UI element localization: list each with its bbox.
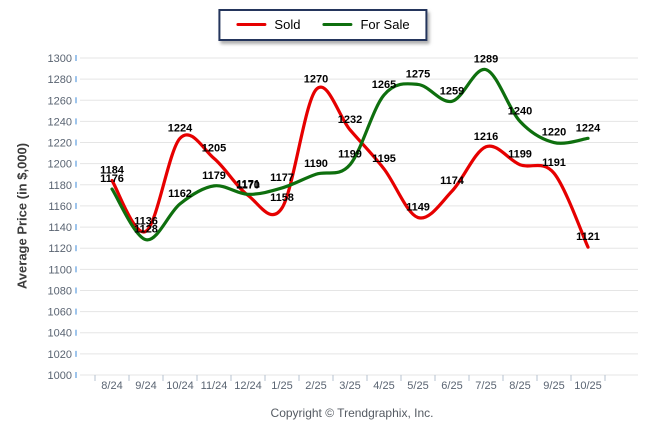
for-sale-data-label: 1177 (270, 172, 294, 184)
x-tick-label: 4/25 (373, 380, 394, 392)
sold-data-label: 1191 (542, 157, 566, 169)
for-sale-data-label: 1171 (236, 178, 260, 190)
sold-data-label: 1174 (440, 175, 465, 187)
sold-data-label: 1195 (372, 153, 396, 165)
y-tick-label: 1260 (48, 95, 72, 107)
for-sale-data-label: 1128 (134, 224, 158, 236)
x-tick-label: 8/25 (509, 380, 530, 392)
x-tick-label: 3/25 (339, 380, 360, 392)
for-sale-data-label: 1179 (202, 170, 226, 182)
x-tick-label: 1/25 (271, 380, 292, 392)
for-sale-series-line (110, 68, 590, 242)
for-sale-data-label: 1275 (406, 68, 430, 80)
sold-data-label: 1170 (236, 179, 260, 191)
sold-data-label: 1136 (134, 215, 158, 227)
legend-label-sold: Sold (274, 17, 301, 32)
for-sale-data-label: 1224 (576, 122, 601, 134)
sold-data-label: 1232 (338, 114, 362, 126)
y-tick-label: 1020 (48, 349, 72, 361)
sold-data-label: 1205 (202, 142, 226, 154)
y-tick-label: 1160 (48, 201, 72, 213)
for-sale-data-label: 1199 (338, 149, 362, 161)
for-sale-data-label: 1265 (372, 79, 396, 91)
y-tick-label: 1100 (48, 264, 72, 276)
x-tick-label: 10/24 (166, 380, 194, 392)
x-tick-label: 7/25 (475, 380, 496, 392)
x-tick-label: 8/24 (101, 380, 122, 392)
legend-label-for-sale: For Sale (360, 17, 410, 32)
y-tick-label: 1060 (48, 307, 72, 319)
y-tick-label: 1040 (48, 328, 72, 340)
for-sale-data-label: 1190 (304, 158, 328, 170)
y-tick-label: 1180 (48, 180, 72, 192)
x-tick-label: 12/24 (234, 380, 262, 392)
legend-item-sold: Sold (236, 17, 300, 32)
x-tick-label: 9/24 (135, 380, 156, 392)
for-sale-data-label: 1289 (474, 54, 498, 66)
x-tick-label: 5/25 (407, 380, 428, 392)
y-tick-label: 1000 (48, 370, 72, 382)
sold-series-line (110, 85, 590, 249)
sold-data-label: 1199 (508, 149, 532, 161)
sold-data-label: 1121 (576, 231, 600, 243)
y-tick-label: 1200 (48, 159, 72, 171)
y-tick-label: 1220 (48, 138, 72, 150)
x-tick-label: 11/24 (201, 380, 228, 392)
x-tick-label: 2/25 (305, 380, 326, 392)
sold-data-label: 1224 (168, 122, 193, 134)
chart-canvas: 1000 1020 1040 1060 1080 1100 1120 1140 1160 1180… (48, 53, 638, 392)
for-sale-data-label: 1240 (508, 105, 532, 117)
sold-line-icon (236, 23, 267, 26)
sold-data-label: 1216 (474, 131, 498, 143)
y-tick-label: 1300 (48, 53, 72, 65)
for-sale-line-icon (322, 23, 353, 26)
y-tick-label: 1280 (48, 74, 72, 86)
for-sale-data-label: 1259 (440, 85, 464, 97)
for-sale-data-label: 1162 (168, 188, 192, 200)
y-tick-label: 1140 (48, 222, 72, 234)
sold-data-label: 1158 (270, 192, 294, 204)
for-sale-data-label: 1220 (542, 127, 566, 139)
legend-item-for-sale: For Sale (322, 17, 410, 32)
y-tick-label: 1240 (48, 116, 72, 128)
sold-data-label: 1184 (100, 165, 125, 177)
x-tick-label: 10/25 (574, 380, 602, 392)
x-tick-label: 6/25 (441, 380, 462, 392)
sold-data-label: 1149 (406, 202, 430, 214)
x-tick-label: 9/25 (543, 380, 564, 392)
y-tick-label: 1080 (48, 285, 72, 297)
sold-data-label: 1270 (304, 74, 328, 86)
copyright-notice: Copyright © Trendgraphix, Inc. (270, 406, 434, 420)
y-tick-label: 1120 (48, 243, 72, 255)
for-sale-data-label: 1176 (100, 173, 124, 185)
chart-legend: Sold For Sale (218, 9, 428, 41)
